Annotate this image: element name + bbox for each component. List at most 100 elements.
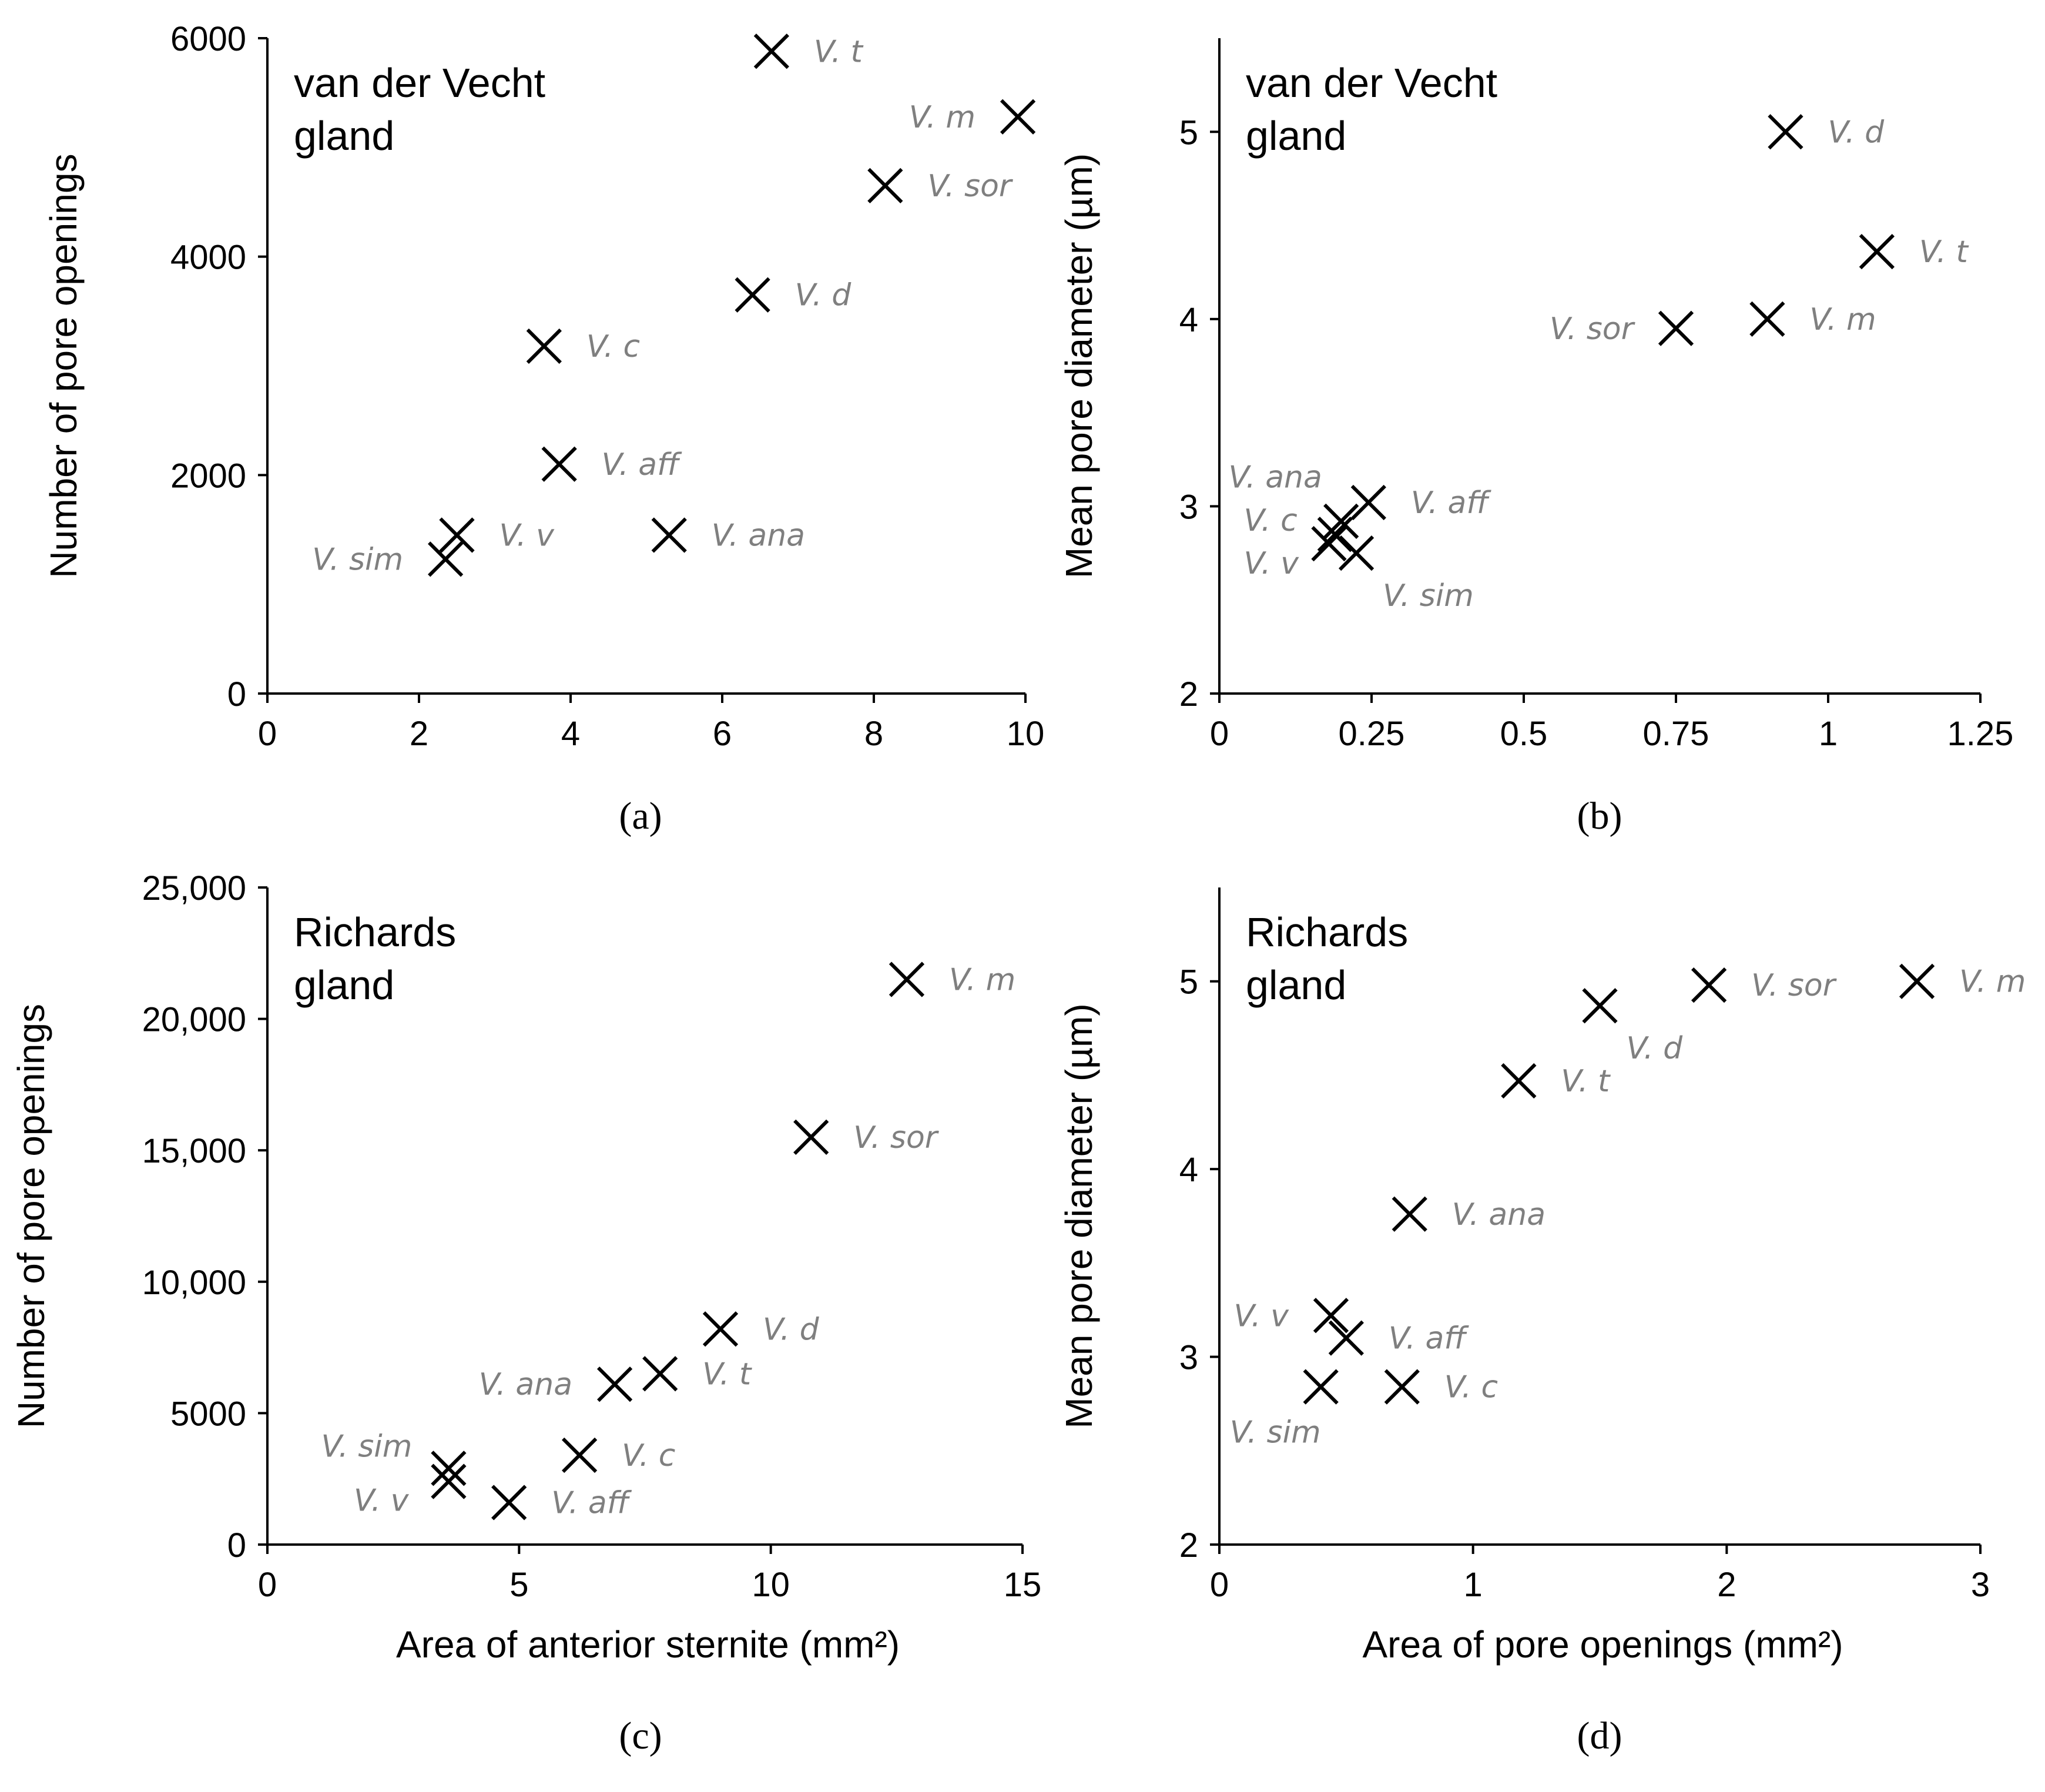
data-point-marker bbox=[753, 34, 789, 69]
data-point-marker bbox=[702, 1311, 739, 1347]
y-axis-title: Mean pore diameter (µm) bbox=[1058, 1003, 1100, 1428]
x-tick-label: 6 bbox=[713, 715, 732, 753]
data-point-label: V. aff bbox=[1411, 485, 1492, 521]
data-point-label: V. sor bbox=[927, 169, 1014, 204]
gland-annotation: van der Vecht bbox=[294, 60, 545, 106]
gland-annotation: gland bbox=[294, 113, 394, 159]
data-point-label: V. sor bbox=[1550, 311, 1636, 347]
x-tick-label: 5 bbox=[509, 1566, 528, 1604]
panel-a: 0 2000 4000 6000 0 2 4 6 8 10 Number of pore openi… bbox=[42, 20, 1044, 838]
data-point-label: V. aff bbox=[602, 447, 683, 483]
x-tick-label: 0 bbox=[1210, 715, 1229, 753]
x-tick-label: 0 bbox=[258, 715, 277, 753]
data-point-label: V. aff bbox=[1389, 1321, 1470, 1356]
data-point-marker bbox=[1384, 1369, 1420, 1405]
data-point-label: V. m bbox=[949, 963, 1015, 998]
x-tick-label: 0.5 bbox=[1500, 715, 1548, 753]
data-point-label: V. c bbox=[586, 329, 640, 364]
data-point-label: V. d bbox=[1627, 1031, 1684, 1066]
data-point-label: V. sim bbox=[312, 542, 403, 577]
y-tick-label: 10,000 bbox=[142, 1264, 246, 1302]
x-tick-label: 4 bbox=[561, 715, 580, 753]
data-point-marker bbox=[1311, 526, 1347, 562]
data-point-label: V. c bbox=[1444, 1370, 1498, 1405]
y-tick-label: 3 bbox=[1179, 1339, 1198, 1377]
gland-annotation: gland bbox=[1246, 113, 1346, 159]
data-point-label: V. d bbox=[1828, 115, 1885, 150]
y-tick-label: 25,000 bbox=[142, 869, 246, 907]
data-point-label: V. v bbox=[354, 1483, 410, 1519]
x-tick-label: 1.25 bbox=[1947, 715, 2014, 753]
panel-d: 2 3 4 5 0 1 2 3 Mean pore diameter (µm) Area of p… bbox=[1058, 887, 2026, 1757]
panel-caption: (a) bbox=[619, 795, 662, 838]
x-tick-label: 8 bbox=[864, 715, 883, 753]
x-tick-label: 10 bbox=[1007, 715, 1045, 753]
x-tick-label: 0 bbox=[1210, 1566, 1229, 1604]
data-point-marker bbox=[1859, 234, 1895, 270]
data-point-marker bbox=[889, 962, 925, 997]
panel-caption: (d) bbox=[1577, 1714, 1622, 1757]
data-point-label: V. m bbox=[909, 100, 975, 135]
gland-annotation: Richards bbox=[1246, 909, 1408, 955]
data-point-marker bbox=[867, 168, 903, 203]
panel-b: 2 3 4 5 0 0.25 0.5 0.75 1 1.25 Mean pore diameter … bbox=[1058, 38, 2013, 838]
panel-c: 0 5000 10,000 15,000 20,000 25,000 0 5 10 15 Numbe… bbox=[10, 869, 1041, 1757]
data-point-label: V. t bbox=[1919, 235, 1969, 270]
data-point-label: V. sor bbox=[853, 1120, 940, 1155]
data-point-marker bbox=[1338, 535, 1374, 571]
y-axis-title: Number of pore openings bbox=[42, 153, 85, 578]
data-point-marker bbox=[1691, 967, 1727, 1003]
y-axis-title: Mean pore diameter (µm) bbox=[1058, 153, 1100, 578]
data-point-label: V. t bbox=[702, 1356, 752, 1392]
x-tick-label: 3 bbox=[1971, 1566, 1990, 1604]
data-point-marker bbox=[1768, 114, 1803, 150]
gland-annotation: van der Vecht bbox=[1246, 60, 1497, 106]
data-point-marker bbox=[541, 446, 577, 482]
data-point-marker bbox=[1323, 503, 1359, 540]
x-tick-label: 0.25 bbox=[1339, 715, 1405, 753]
panel-caption: (b) bbox=[1577, 795, 1622, 838]
data-point-label: V. d bbox=[763, 1312, 820, 1347]
panel-caption: (c) bbox=[619, 1714, 662, 1757]
data-point-label: V. v bbox=[1243, 546, 1299, 581]
data-point-label: V. ana bbox=[712, 518, 805, 554]
gland-annotation: Richards bbox=[294, 909, 456, 955]
data-point-label: V. m bbox=[1809, 302, 1876, 337]
data-point-label: V. ana bbox=[479, 1367, 572, 1402]
data-point-marker bbox=[1350, 484, 1386, 521]
x-tick-label: 10 bbox=[752, 1566, 790, 1604]
data-point-label: V. v bbox=[499, 518, 555, 554]
y-tick-label: 5 bbox=[1179, 963, 1198, 1001]
data-point-marker bbox=[526, 328, 562, 364]
data-point-marker bbox=[596, 1366, 633, 1402]
data-point-marker bbox=[642, 1356, 678, 1392]
data-point-label: V. m bbox=[1959, 964, 2026, 1000]
x-tick-label: 0.75 bbox=[1643, 715, 1709, 753]
y-tick-label: 4000 bbox=[170, 239, 246, 277]
x-tick-label: 15 bbox=[1004, 1566, 1042, 1604]
data-point-marker bbox=[1313, 1298, 1349, 1334]
data-point-marker bbox=[562, 1437, 598, 1473]
data-point-marker bbox=[1749, 301, 1785, 337]
x-axis-title: Area of anterior sternite (mm²) bbox=[396, 1623, 900, 1666]
y-tick-label: 20,000 bbox=[142, 1001, 246, 1039]
data-point-marker bbox=[431, 1463, 467, 1499]
y-tick-label: 4 bbox=[1179, 301, 1198, 339]
data-point-marker bbox=[1658, 310, 1694, 346]
data-point-label: V. aff bbox=[551, 1485, 632, 1520]
data-point-marker bbox=[1303, 1369, 1339, 1405]
x-tick-label: 1 bbox=[1819, 715, 1838, 753]
y-tick-label: 5000 bbox=[170, 1395, 246, 1433]
x-tick-label: 1 bbox=[1464, 1566, 1483, 1604]
data-point-label: V. v bbox=[1233, 1298, 1289, 1334]
data-point-marker bbox=[1000, 99, 1036, 135]
y-tick-label: 2 bbox=[1179, 1526, 1198, 1565]
x-tick-label: 2 bbox=[410, 715, 428, 753]
data-point-marker bbox=[1501, 1063, 1537, 1099]
data-point-label: V. sim bbox=[321, 1429, 413, 1464]
data-point-marker bbox=[431, 1451, 467, 1486]
y-tick-label: 5 bbox=[1179, 113, 1198, 152]
y-axis-title: Number of pore openings bbox=[10, 1004, 52, 1428]
y-tick-label: 3 bbox=[1179, 488, 1198, 526]
data-point-label: V. c bbox=[622, 1438, 675, 1473]
